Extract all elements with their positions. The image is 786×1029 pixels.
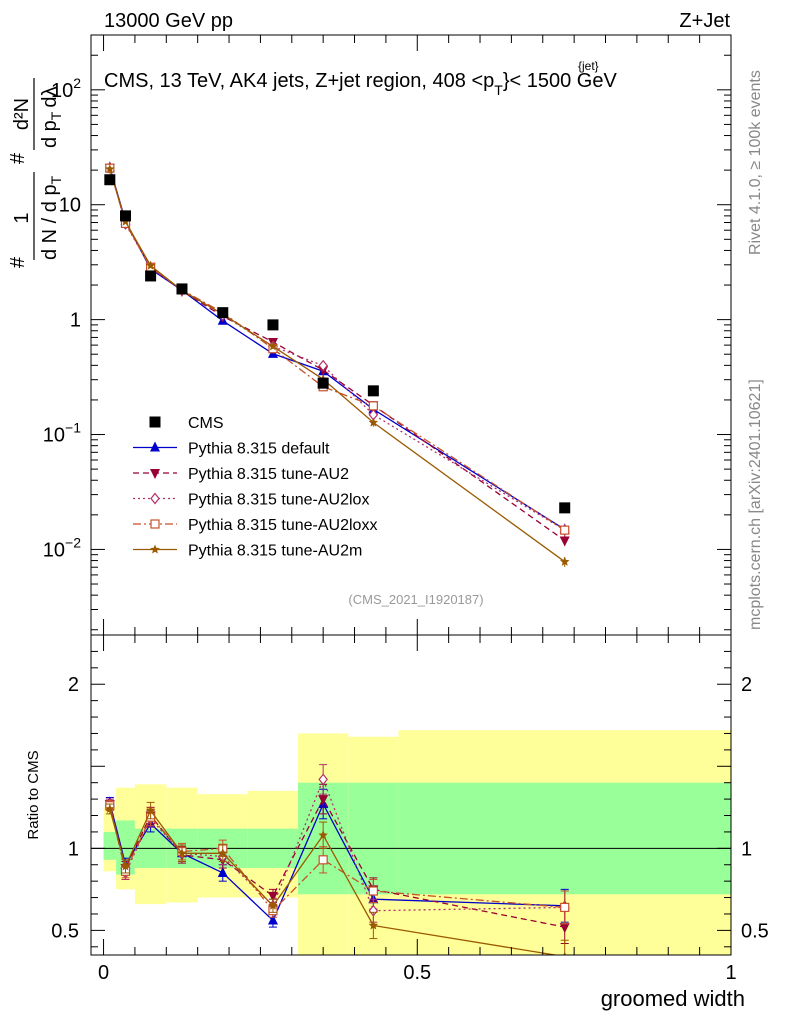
main-line-1 bbox=[109, 167, 566, 542]
legend-marker-4 bbox=[150, 519, 160, 529]
cms-point-5 bbox=[267, 319, 279, 331]
ratio-point-2-6 bbox=[318, 773, 328, 786]
main-frame bbox=[90, 34, 732, 636]
ratio-point-3-8 bbox=[560, 902, 570, 913]
main-point-3-7 bbox=[368, 401, 378, 411]
main-y-tick-0: 102 bbox=[51, 75, 81, 102]
ratio-point-4-1 bbox=[120, 861, 131, 871]
legend-marker-3 bbox=[150, 492, 160, 505]
x-tick-2: 1 bbox=[725, 962, 736, 984]
legend-marker-2 bbox=[150, 469, 160, 479]
ratio-y-tick-right-2: 2 bbox=[741, 674, 752, 696]
ratio-point-1-6 bbox=[318, 795, 329, 806]
main-y-tick-3: 10−1 bbox=[43, 420, 81, 447]
ylabel-one: 1 bbox=[11, 212, 33, 223]
ratio-point-3-6 bbox=[318, 855, 328, 865]
side-label-top: Rivet 4.1.0, ≥ 100k events bbox=[747, 70, 764, 255]
ratio-point-0-5 bbox=[267, 914, 278, 925]
x-tick-0: 0 bbox=[98, 962, 109, 984]
ylabel-den: d N / d pT bbox=[39, 175, 64, 260]
chart-title-sub: T bbox=[494, 82, 503, 98]
ratio-point-1-5 bbox=[267, 891, 278, 902]
legend-marker-5 bbox=[150, 544, 160, 554]
main-point-4-2 bbox=[145, 260, 156, 270]
main-y-tick-1: 10 bbox=[59, 195, 81, 217]
ratio-y-tick-left-1: 1 bbox=[68, 838, 79, 860]
chart-title-sup: {jet} bbox=[578, 59, 599, 73]
main-y-tick-4: 10−2 bbox=[43, 534, 81, 561]
cms-point-3 bbox=[176, 283, 188, 295]
ylabel-frac2-num: d²N bbox=[11, 98, 33, 130]
ratio-point-4-5 bbox=[268, 900, 278, 910]
chart-title-main: CMS, 13 TeV, AK4 jets, Z+jet region, 408… bbox=[104, 70, 494, 92]
main-point-4-8 bbox=[560, 556, 570, 566]
ylabel-num2-left: # bbox=[7, 152, 29, 164]
ratio-y-tick-left-0: 0.5 bbox=[51, 920, 79, 942]
legend-label-0: CMS bbox=[188, 415, 224, 432]
ratio-panel bbox=[104, 764, 570, 955]
ylabel-num-left: # bbox=[7, 256, 29, 268]
main-point-4-0 bbox=[105, 164, 115, 173]
ratio-point-4-2 bbox=[145, 805, 156, 815]
main-y-tick-2: 1 bbox=[70, 310, 81, 332]
ratio-y-label: Ratio to CMS bbox=[25, 750, 42, 839]
chart-title: CMS, 13 TeV, AK4 jets, Z+jet region, 408… bbox=[104, 70, 617, 98]
side-label-bottom: mcplots.cern.ch [arXiv:2401.10621] bbox=[747, 379, 764, 630]
band-inner-1 bbox=[116, 820, 135, 875]
cms-point-6 bbox=[317, 377, 329, 389]
watermark: (CMS_2021_I1920187) bbox=[348, 592, 483, 607]
cms-point-4 bbox=[217, 307, 229, 319]
legend-marker-1 bbox=[150, 441, 160, 452]
legend: CMS Pythia 8.315 default Pythia 8.315 tune… bbox=[133, 415, 377, 560]
ratio-bands bbox=[91, 730, 731, 955]
chart-title-tail: }< 1500 GeV bbox=[503, 70, 618, 92]
legend-marker-cms bbox=[149, 416, 161, 428]
main-point-3-8 bbox=[560, 525, 570, 535]
y-axis-label: # 1 d N / d pT # d²N d pTdλ bbox=[7, 78, 64, 268]
cms-point-7 bbox=[367, 385, 379, 397]
ratio-point-4-0 bbox=[105, 803, 115, 813]
main-point-4-5 bbox=[268, 341, 278, 351]
legend-label-1: Pythia 8.315 default bbox=[188, 441, 330, 458]
ratio-point-4-8 bbox=[561, 951, 569, 955]
band-inner-0 bbox=[103, 831, 117, 860]
ratio-point-4-6 bbox=[318, 830, 328, 840]
legend-label-2: Pythia 8.315 tune-AU2 bbox=[188, 466, 349, 483]
ratio-y-tick-right-0: 0.5 bbox=[741, 920, 769, 942]
ratio-line-2 bbox=[109, 777, 565, 912]
header-right: Z+Jet bbox=[679, 10, 730, 32]
cms-point-8 bbox=[559, 502, 571, 514]
x-axis-label: groomed width bbox=[601, 986, 745, 1011]
legend-label-3: Pythia 8.315 tune-AU2lox bbox=[188, 492, 369, 509]
main-point-4-7 bbox=[368, 417, 379, 427]
ratio-point-0-4 bbox=[217, 866, 228, 877]
header-left: 13000 GeV pp bbox=[104, 10, 233, 32]
ratio-frame bbox=[90, 634, 732, 956]
ylabel-frac2-den: d pTdλ bbox=[39, 87, 64, 149]
ratio-point-3-7 bbox=[368, 886, 378, 896]
band-inner-8 bbox=[398, 782, 731, 895]
ratio-point-4-7 bbox=[368, 920, 379, 930]
main-panel bbox=[104, 161, 571, 567]
ratio-y-tick-right-1: 1 bbox=[741, 838, 752, 860]
ratio-point-4-3 bbox=[177, 848, 187, 858]
cms-point-1 bbox=[120, 210, 132, 222]
cms-point-2 bbox=[145, 270, 157, 282]
band-inner-7 bbox=[348, 782, 399, 895]
legend-label-5: Pythia 8.315 tune-AU2m bbox=[188, 543, 362, 560]
main-point-1-8 bbox=[559, 536, 570, 547]
ratio-y-tick-left-2: 2 bbox=[68, 674, 79, 696]
ratio-point-1-8 bbox=[559, 923, 570, 934]
cms-point-0 bbox=[104, 174, 116, 186]
ratio-point-4-4 bbox=[218, 848, 228, 858]
main-point-2-6 bbox=[318, 359, 328, 372]
legend-label-4: Pythia 8.315 tune-AU2loxx bbox=[188, 517, 377, 534]
ratio-series bbox=[104, 764, 570, 955]
x-tick-1: 0.5 bbox=[403, 962, 431, 984]
